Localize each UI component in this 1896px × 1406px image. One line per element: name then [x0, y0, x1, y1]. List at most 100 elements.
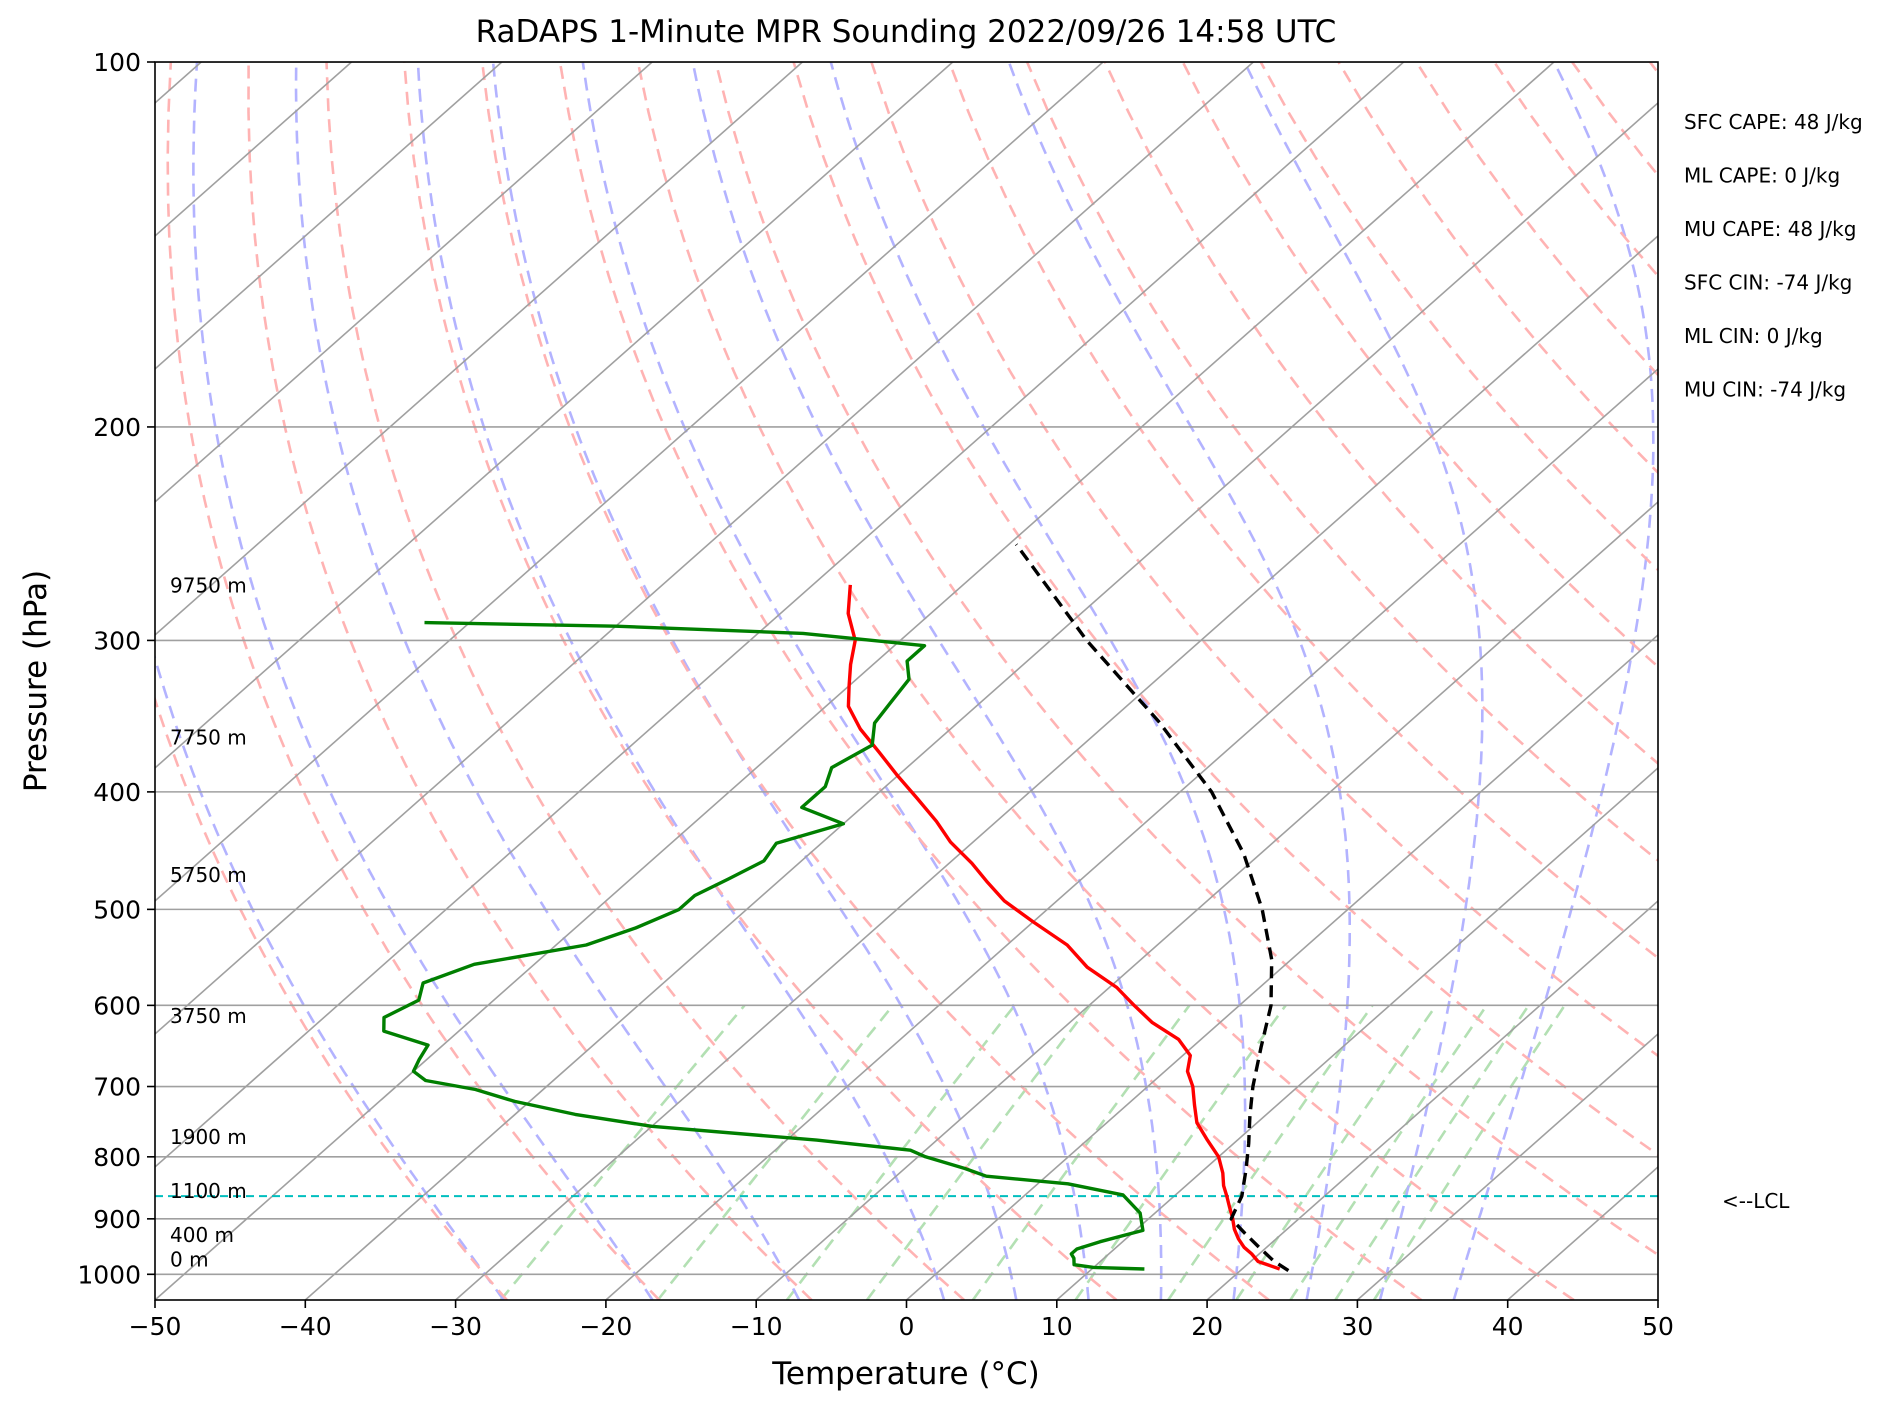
parcel-line	[1014, 543, 1290, 1273]
isotherm-line	[1356, 1032, 1658, 1300]
x-tick-label: −30	[429, 1312, 482, 1341]
index-text: SFC CAPE: 48 J/kg	[1684, 110, 1863, 134]
temperature-line	[846, 584, 1281, 1271]
dry-adiabat-line	[1025, 62, 1658, 863]
dry-adiabat-line	[870, 62, 1658, 1058]
x-tick-label: 30	[1341, 1312, 1373, 1341]
index-text: ML CAPE: 0 J/kg	[1684, 164, 1840, 188]
isotherm-line	[155, 62, 503, 371]
mixing-ratio-line	[1167, 1004, 1374, 1300]
x-tick-label: −50	[129, 1312, 182, 1341]
dry-adiabat-line	[403, 62, 1118, 1300]
moist-adiabat-line	[294, 62, 801, 1300]
stability-indices: SFC CAPE: 48 J/kg ML CAPE: 0 J/kg MU CAPE:…	[1684, 110, 1863, 402]
index-text: ML CIN: 0 J/kg	[1684, 324, 1823, 348]
height-label: 1100 m	[170, 1179, 247, 1203]
x-tick-label: 50	[1642, 1312, 1674, 1341]
dry-adiabat-line	[166, 62, 661, 1300]
dry-adiabat-line	[558, 62, 1423, 1300]
dry-adiabat-line	[247, 62, 813, 1300]
dry-adiabat-line	[948, 62, 1658, 960]
isotherm-line	[455, 234, 1658, 1300]
isotherm-line	[1056, 766, 1658, 1300]
dry-adiabat-line	[1415, 62, 1658, 377]
y-tick-label: 200	[93, 413, 141, 442]
isotherm-line	[155, 62, 1405, 1169]
lcl-label: <--LCL	[1722, 1189, 1790, 1213]
isotherms	[155, 62, 1658, 1300]
x-axis-label: Temperature (°C)	[771, 1356, 1040, 1392]
height-label: 7750 m	[170, 725, 247, 749]
x-axis-ticks: −50 −40 −30 −20 −10 0 10 20 30 40 50	[129, 1300, 1674, 1341]
dewpoint-line	[382, 620, 1145, 1271]
y-tick-label: 900	[93, 1205, 141, 1234]
dry-adiabat-line	[325, 62, 965, 1300]
background-lines	[155, 62, 1896, 1300]
dry-adiabats	[155, 62, 1896, 1300]
dry-adiabat-line	[1337, 62, 1658, 475]
chart-title: RaDAPS 1-Minute MPR Sounding 2022/09/26 …	[476, 14, 1337, 50]
moist-adiabat-line	[1243, 62, 1484, 1300]
isotherm-line	[1657, 1298, 1658, 1300]
isotherm-line	[155, 62, 1254, 1036]
dry-adiabat-line	[1103, 62, 1658, 766]
x-tick-label: 20	[1191, 1312, 1223, 1341]
dry-adiabat-line	[480, 62, 1270, 1300]
moist-adiabat-line	[1007, 62, 1351, 1300]
index-text: SFC CIN: -74 J/kg	[1684, 271, 1852, 295]
isotherm-line	[155, 62, 954, 770]
isotherm-line	[155, 62, 803, 637]
mixing-ratio-line	[656, 1004, 894, 1300]
index-text: MU CAPE: 48 J/kg	[1684, 217, 1856, 241]
isotherm-line	[755, 500, 1658, 1300]
y-tick-label: 300	[93, 626, 141, 655]
mixing-ratio-lines	[499, 1004, 1566, 1300]
x-tick-label: −40	[279, 1312, 332, 1341]
dry-adiabat-line	[714, 62, 1658, 1257]
y-axis-label: Pressure (hPa)	[18, 570, 54, 792]
moist-adiabat-line	[192, 62, 654, 1300]
y-tick-label: 500	[93, 895, 141, 924]
height-label: 0 m	[170, 1247, 209, 1271]
y-tick-label: 800	[93, 1143, 141, 1172]
dry-adiabat-line	[792, 62, 1658, 1157]
mixing-ratio-line	[1334, 1004, 1530, 1300]
moist-adiabat-line	[416, 62, 946, 1300]
dry-adiabat-line	[1884, 62, 1896, 1300]
y-tick-label: 700	[93, 1073, 141, 1102]
isotherm-line	[605, 367, 1658, 1300]
moist-adiabat-line	[155, 653, 505, 1300]
isotherm-line	[905, 633, 1658, 1300]
mixing-ratio-line	[499, 1004, 746, 1300]
y-tick-label: 100	[93, 48, 141, 77]
isobars	[155, 62, 1658, 1276]
dry-adiabat-line	[1648, 62, 1658, 75]
moist-adiabat-line	[581, 62, 1090, 1300]
dry-adiabat-line	[1259, 62, 1658, 572]
height-label: 5750 m	[170, 863, 247, 887]
isotherm-line	[304, 101, 1658, 1300]
height-label: 1900 m	[170, 1125, 247, 1149]
isotherm-line	[155, 62, 1104, 903]
mixing-ratio-line	[971, 1004, 1191, 1300]
y-tick-label: 1000	[77, 1260, 141, 1289]
dry-adiabat-line	[636, 62, 1575, 1300]
lcl-marker: <--LCL	[155, 1189, 1790, 1213]
dry-adiabat-line	[1571, 62, 1658, 178]
moist-adiabat-line	[1452, 62, 1655, 1300]
x-tick-label: −10	[730, 1312, 783, 1341]
height-label: 400 m	[170, 1223, 234, 1247]
dry-adiabat-line	[155, 695, 508, 1300]
x-tick-label: −20	[580, 1312, 633, 1341]
x-tick-label: 40	[1492, 1312, 1524, 1341]
dry-adiabat-line	[1493, 62, 1658, 278]
y-tick-label: 600	[93, 991, 141, 1020]
height-label: 3750 m	[170, 1004, 247, 1028]
isotherm-line	[155, 62, 1555, 1300]
isotherm-line	[1206, 899, 1658, 1300]
sounding-series	[382, 543, 1290, 1273]
mixing-ratio-line	[865, 1004, 1092, 1300]
moist-adiabat-line	[691, 62, 1163, 1300]
